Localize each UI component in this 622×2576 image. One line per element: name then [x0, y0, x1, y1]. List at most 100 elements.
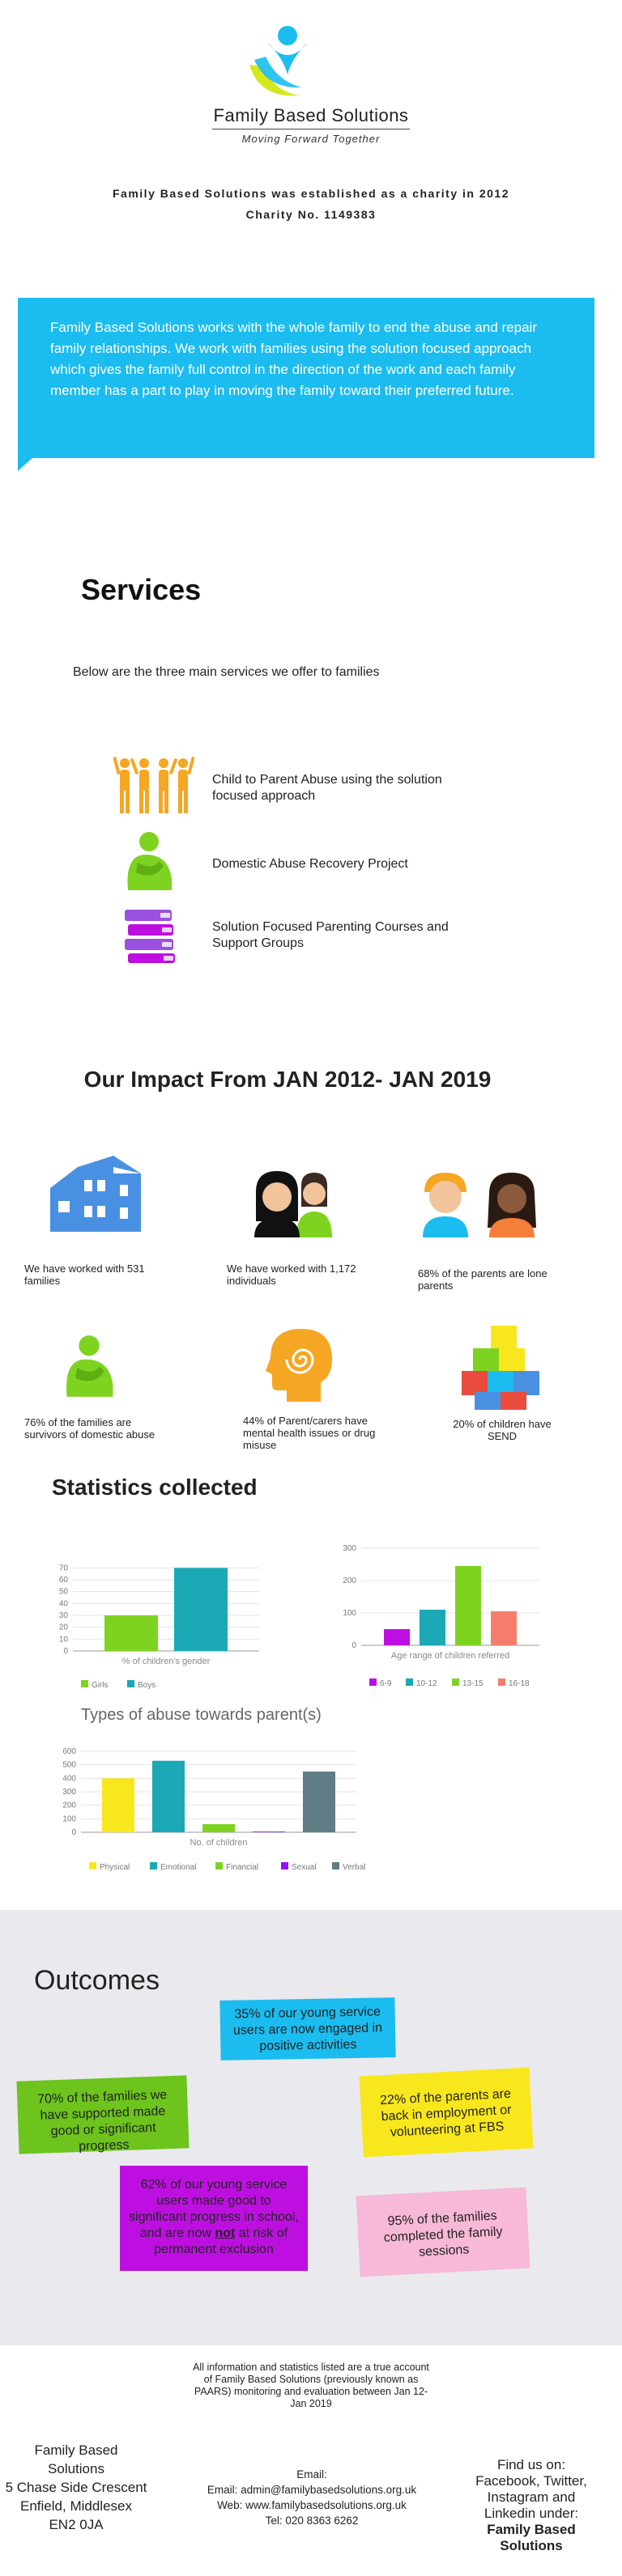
legend-label: 13-15 [462, 1679, 484, 1688]
impact-domestic-abuse: 76% of the families are survivors of dom… [24, 1416, 156, 1441]
outcome-text: 95% of the families completed the family… [383, 2209, 503, 2260]
legend-label: Emotional [160, 1863, 196, 1872]
parents-icon [420, 1169, 541, 1237]
impact-heading: Our Impact From JAN 2012- JAN 2019 [83, 1067, 492, 1092]
head-spiral-icon [262, 1326, 337, 1403]
impact-lone-parents: 68% of the parents are lone parents [418, 1267, 547, 1292]
legend-swatch [89, 1862, 96, 1869]
outcome-note-positive-activities: 35% of our young service users are now e… [219, 1997, 396, 2060]
social-name: Family Based Solutions [487, 2522, 576, 2553]
legend-swatch [81, 1680, 88, 1687]
address-line: 5 Chase Side Crescent [5, 2480, 147, 2495]
bar-13-15 [455, 1566, 481, 1645]
tel-text: Tel: 020 8363 6262 [265, 2514, 359, 2527]
legend-label: Physical [100, 1863, 130, 1872]
people-group-icon [113, 756, 195, 818]
bar-boys [174, 1568, 228, 1651]
y-tick-label: 100 [343, 1609, 356, 1618]
intro-box-tail [18, 458, 32, 471]
legend-label: Financial [226, 1863, 258, 1872]
outcome-note-school-progress: 62% of our young service users made good… [120, 2166, 308, 2271]
legend-label: Verbal [343, 1863, 365, 1872]
legend-swatch [150, 1862, 157, 1869]
legend-label: Boys [138, 1681, 156, 1690]
legend-swatch [215, 1862, 223, 1869]
y-tick-label: 30 [59, 1611, 69, 1620]
outcome-text-part2: at risk of permanent exclusion [154, 2226, 288, 2256]
distressed-person-icon-2 [60, 1334, 120, 1398]
logo [243, 18, 324, 99]
books-stack-icon [123, 906, 177, 965]
x-axis-label: No. of children [190, 1838, 248, 1848]
y-tick-label: 40 [59, 1599, 69, 1608]
services-heading: Services [81, 573, 202, 606]
disclaimer: All information and statistics listed ar… [193, 2362, 429, 2409]
footer-address: Family Based Solutions 5 Chase Side Cres… [0, 2441, 152, 2534]
y-tick-label: 70 [59, 1564, 69, 1572]
legend-label: Sexual [292, 1863, 317, 1872]
legend-label: 6-9 [380, 1679, 392, 1688]
x-axis-label: % of children's gender [122, 1657, 211, 1666]
chart-age-range: 0 100 200 300 Age range of children referred… [343, 1544, 539, 1688]
y-tick-label: 600 [62, 1747, 76, 1756]
y-tick-label: 0 [351, 1641, 356, 1650]
legend-label: 16-18 [509, 1679, 530, 1688]
web-link[interactable]: Web: www.familybasedsolutions.org.uk [217, 2499, 407, 2511]
y-tick-label: 500 [62, 1761, 76, 1770]
address-line: Solutions [48, 2461, 104, 2476]
bar-sexual [253, 1831, 285, 1832]
statistics-heading: Statistics collected [52, 1475, 258, 1500]
impact-mental-health: 44% of Parent/carers have mental health … [243, 1415, 376, 1451]
legend-swatch [127, 1680, 134, 1687]
y-tick-label: 200 [343, 1577, 356, 1585]
outcomes-heading: Outcomes [34, 1965, 160, 1996]
service-item-child-to-parent: Child to Parent Abuse using the solution… [212, 773, 442, 803]
outcome-text-part1: 62% of our young service users made good… [129, 2178, 299, 2240]
y-tick-label: 50 [59, 1588, 69, 1597]
tagline: Moving Forward Together [241, 133, 381, 145]
bar-6-9 [384, 1629, 410, 1645]
service-item-domestic-abuse: Domestic Abuse Recovery Project [212, 857, 408, 871]
footer-social: Find us on: Facebook, Twitter, Instagram… [463, 2457, 599, 2554]
y-tick-label: 300 [62, 1788, 76, 1797]
y-tick-label: 100 [62, 1814, 76, 1823]
impact-individuals: We have worked with 1,172 individuals [227, 1263, 356, 1287]
outcome-text: 35% of our young service users are now e… [232, 2005, 383, 2054]
bar-10-12 [420, 1610, 445, 1645]
org-name: Family Based Solutions [213, 105, 409, 125]
impact-send: 20% of children have SEND [453, 1418, 552, 1442]
chart-gender: 0 10 20 30 40 50 60 70 % of children's gender Gir… [59, 1564, 259, 1690]
service-item-parenting-courses: Solution Focused Parenting Courses and S… [212, 920, 449, 950]
outcome-note-sessions: 95% of the families completed the family… [356, 2187, 530, 2277]
footer-contact: Email: Email: admin@familybasedsolutions… [178, 2467, 445, 2528]
distressed-person-icon [121, 830, 178, 892]
outcome-text-emphasis: not [215, 2226, 236, 2240]
y-tick-label: 0 [71, 1828, 76, 1837]
y-tick-label: 200 [62, 1802, 76, 1810]
bar-physical [102, 1778, 134, 1832]
intro-box: Family Based Solutions works with the wh… [18, 298, 594, 458]
y-tick-label: 10 [59, 1635, 69, 1644]
established-text: Family Based Solutions was established a… [113, 187, 509, 200]
outcome-note-employment: 22% of the parents are back in employmen… [359, 2067, 534, 2158]
outcome-text: 70% of the families we have supported ma… [36, 2088, 168, 2154]
legend-swatch [406, 1678, 413, 1686]
y-tick-label: 0 [63, 1647, 68, 1656]
address-line: Family Based [34, 2442, 118, 2458]
bar-financial [202, 1824, 235, 1832]
two-people-icon [253, 1169, 334, 1237]
outcome-text: 22% of the parents are back in employmen… [379, 2086, 512, 2140]
address-line: Enfield, Middlesex [20, 2498, 132, 2514]
chart-abuse-title: Types of abuse towards parent(s) [81, 1706, 322, 1724]
email-link[interactable]: Email: admin@familybasedsolutions.org.uk [207, 2484, 417, 2496]
legend-swatch [332, 1862, 339, 1869]
bar-16-18 [491, 1611, 517, 1645]
legend-label: Girls [92, 1681, 109, 1690]
chart-abuse-types: 0 100 200 300 400 500 600 No. of children Physic… [62, 1747, 365, 1872]
legend-swatch [498, 1678, 505, 1686]
intro-text: Family Based Solutions works with the wh… [50, 320, 537, 398]
legend-swatch [452, 1678, 459, 1686]
outcome-note-families-progress: 70% of the families we have supported ma… [16, 2075, 190, 2154]
logo-figure-icon [249, 26, 308, 96]
x-axis-label: Age range of children referred [391, 1651, 509, 1661]
